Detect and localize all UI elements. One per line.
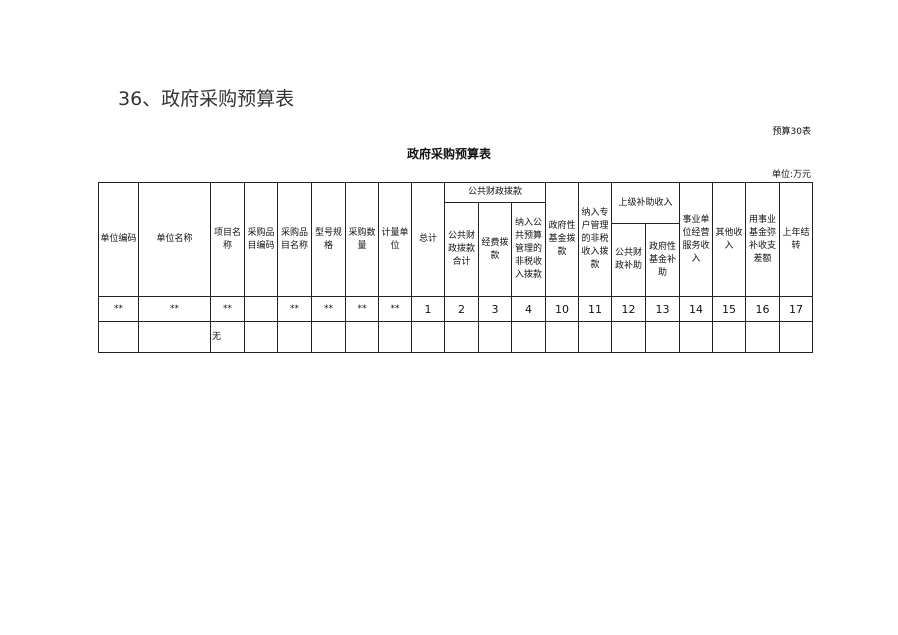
header-cell: 总计	[411, 182, 445, 297]
index-cell: 17	[779, 296, 813, 322]
index-cell: **	[378, 296, 412, 322]
index-cell: **	[98, 296, 139, 322]
header-cell: 纳入专户管理的非税收入拨款	[578, 182, 612, 297]
data-cell	[511, 321, 546, 353]
header-cell: 计量单位	[378, 182, 412, 297]
group-header: 上级补助收入	[611, 182, 680, 224]
data-cell	[311, 321, 346, 353]
data-cell	[545, 321, 579, 353]
header-cell: 经费拨款	[478, 202, 512, 297]
index-cell: **	[277, 296, 312, 322]
data-cell	[779, 321, 813, 353]
header-cell: 公共财政补助	[611, 223, 646, 297]
data-cell	[712, 321, 746, 353]
procurement-table: 单位编码 单位名称 项目名称 采购品目编码 采购品目名称 型号规格 采购数量 计…	[98, 182, 813, 353]
data-cell	[444, 321, 479, 353]
index-cell	[244, 296, 278, 322]
group-header: 公共财政拨款	[444, 182, 546, 203]
index-cell: 16	[745, 296, 780, 322]
header-cell: 采购数量	[345, 182, 379, 297]
table-title: 政府采购预算表	[406, 147, 491, 161]
header-cell: 政府性基金拨款	[545, 182, 579, 297]
header-cell: 事业单位经营服务收入	[679, 182, 713, 297]
header-cell: 纳入公共预算管理的非税收入拨款	[511, 202, 546, 297]
data-cell	[411, 321, 445, 353]
data-cell	[138, 321, 211, 353]
form-code: 预算30表	[772, 127, 811, 137]
header-cell: 采购品目编码	[244, 182, 278, 297]
data-cell	[345, 321, 379, 353]
index-cell: **	[210, 296, 245, 322]
header-cell: 上年结转	[779, 182, 813, 297]
data-cell	[277, 321, 312, 353]
index-cell: 13	[645, 296, 680, 322]
header-cell: 其他收入	[712, 182, 746, 297]
data-cell	[578, 321, 612, 353]
header-cell: 单位名称	[138, 182, 211, 297]
data-cell: 无	[210, 321, 245, 353]
header-cell: 型号规格	[311, 182, 346, 297]
index-cell: 15	[712, 296, 746, 322]
header-cell: 用事业基金弥补收支差额	[745, 182, 780, 297]
index-cell: 10	[545, 296, 579, 322]
data-cell	[679, 321, 713, 353]
header-cell: 公共财政拨款合计	[444, 202, 479, 297]
index-cell: 3	[478, 296, 512, 322]
header-cell: 政府性基金补助	[645, 223, 680, 297]
index-cell: **	[311, 296, 346, 322]
header-cell: 采购品目名称	[277, 182, 312, 297]
data-cell	[244, 321, 278, 353]
index-cell: 12	[611, 296, 646, 322]
index-cell: 2	[444, 296, 479, 322]
data-cell	[478, 321, 512, 353]
index-cell: 1	[411, 296, 445, 322]
data-cell	[611, 321, 646, 353]
unit-label: 单位:万元	[771, 170, 811, 180]
header-cell: 单位编码	[98, 182, 139, 297]
data-cell	[745, 321, 780, 353]
index-cell: 14	[679, 296, 713, 322]
header-cell: 项目名称	[210, 182, 245, 297]
index-cell: 11	[578, 296, 612, 322]
index-cell: **	[138, 296, 211, 322]
index-row: ** ** ** ** ** ** ** 1 2 3 4 10 11 12 13 14 15 16 17	[98, 296, 813, 322]
index-cell: **	[345, 296, 379, 322]
data-cell	[645, 321, 680, 353]
data-cell	[378, 321, 412, 353]
data-row: 无	[98, 321, 813, 353]
section-title: 36、政府采购预算表	[118, 88, 295, 110]
index-cell: 4	[511, 296, 546, 322]
data-cell	[98, 321, 139, 353]
